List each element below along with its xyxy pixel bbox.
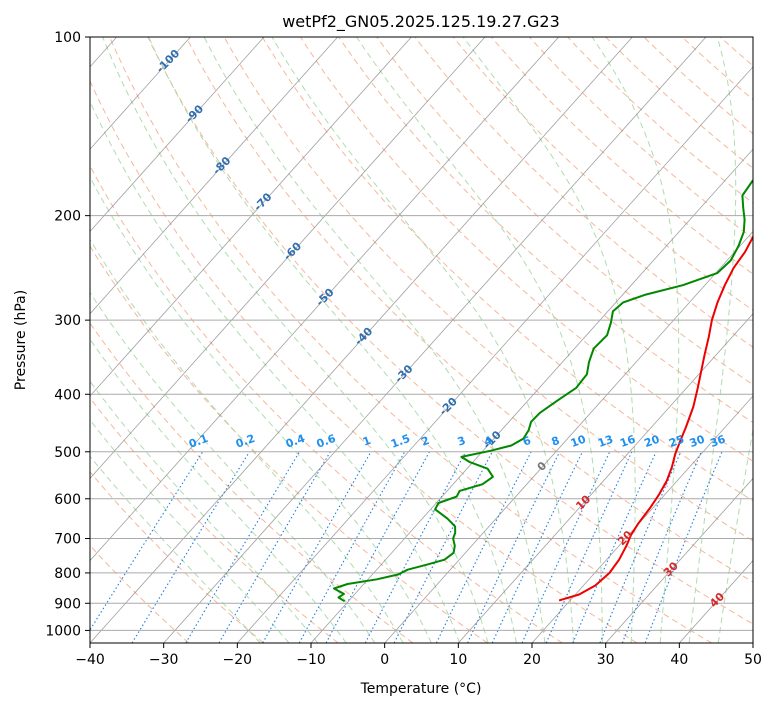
x-tick-label: −30 <box>149 652 179 668</box>
x-tick-label: 30 <box>597 652 615 668</box>
y-tick-label: 800 <box>54 566 81 582</box>
y-tick-label: 600 <box>54 492 81 508</box>
y-tick-label: 200 <box>54 209 81 225</box>
y-tick-label: 700 <box>54 532 81 548</box>
x-tick-label: 40 <box>670 652 688 668</box>
y-tick-label: 300 <box>54 313 81 329</box>
y-axis-label: Pressure (hPa) <box>13 290 29 390</box>
y-tick-label: 500 <box>54 445 81 461</box>
x-tick-label: 10 <box>449 652 467 668</box>
x-tick-label: 50 <box>744 652 762 668</box>
x-tick-label: −10 <box>296 652 326 668</box>
x-tick-label: 0 <box>380 652 389 668</box>
y-tick-label: 400 <box>54 387 81 403</box>
y-tick-label: 1000 <box>45 623 81 639</box>
chart-title: wetPf2_GN05.2025.125.19.27.G23 <box>282 12 560 32</box>
x-tick-label: −20 <box>223 652 253 668</box>
x-tick-label: 20 <box>523 652 541 668</box>
y-tick-label: 100 <box>54 30 81 46</box>
y-tick-label: 900 <box>54 596 81 612</box>
x-axis-label: Temperature (°C) <box>360 681 482 697</box>
x-tick-label: −40 <box>75 652 105 668</box>
